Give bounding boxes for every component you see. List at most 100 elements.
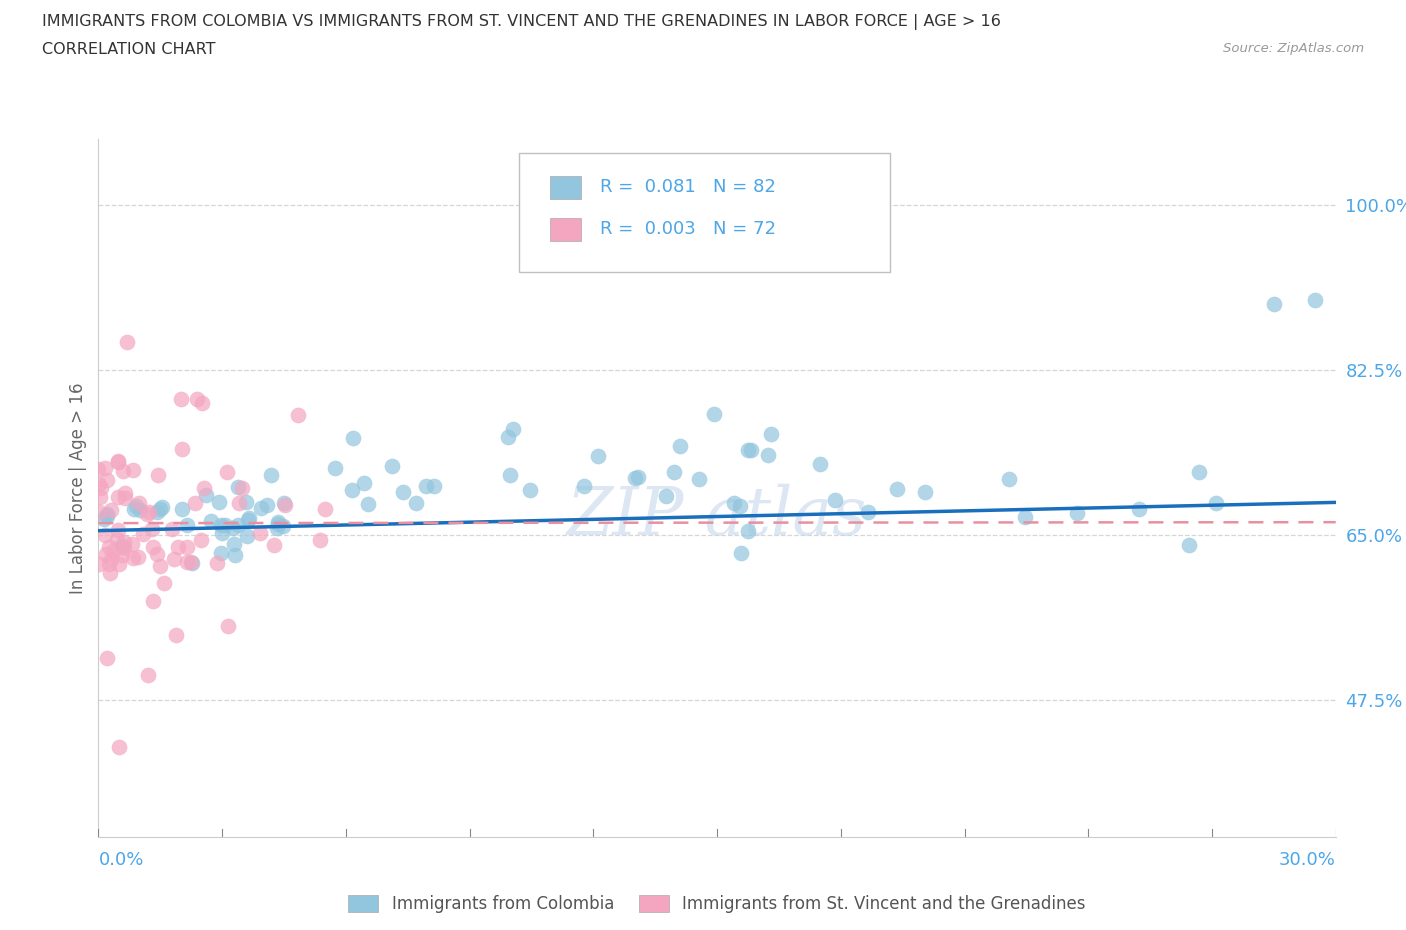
Point bbox=[228, 518, 250, 533]
Point bbox=[266, 521, 288, 536]
Point bbox=[112, 540, 135, 555]
Point bbox=[121, 462, 143, 477]
Point bbox=[205, 555, 228, 570]
Point bbox=[176, 540, 198, 555]
Point bbox=[357, 497, 380, 512]
Point bbox=[114, 490, 136, 505]
Point bbox=[627, 470, 650, 485]
Point bbox=[1205, 496, 1227, 511]
Point bbox=[723, 496, 745, 511]
Point bbox=[997, 472, 1019, 486]
Point bbox=[100, 502, 122, 517]
Point bbox=[499, 467, 522, 482]
Point bbox=[100, 551, 122, 566]
Point bbox=[688, 472, 710, 486]
Point bbox=[190, 533, 212, 548]
Point bbox=[662, 465, 685, 480]
Point bbox=[274, 498, 297, 512]
FancyBboxPatch shape bbox=[519, 153, 890, 272]
Point bbox=[127, 550, 149, 565]
Point bbox=[112, 463, 135, 478]
Point bbox=[759, 426, 782, 441]
Point bbox=[103, 542, 125, 557]
Point bbox=[138, 504, 160, 519]
Point bbox=[160, 522, 183, 537]
Text: IMMIGRANTS FROM COLOMBIA VS IMMIGRANTS FROM ST. VINCENT AND THE GRENADINES IN LA: IMMIGRANTS FROM COLOMBIA VS IMMIGRANTS F… bbox=[42, 14, 1001, 30]
Point bbox=[342, 431, 364, 445]
Point bbox=[260, 468, 283, 483]
Point bbox=[132, 526, 155, 541]
Point bbox=[1178, 538, 1201, 552]
Text: R =  0.081   N = 82: R = 0.081 N = 82 bbox=[599, 178, 775, 196]
Point bbox=[136, 668, 159, 683]
FancyBboxPatch shape bbox=[550, 218, 581, 241]
Point bbox=[146, 468, 169, 483]
Point bbox=[256, 498, 278, 512]
Point bbox=[117, 335, 139, 350]
Point bbox=[93, 512, 115, 526]
Point bbox=[1128, 501, 1150, 516]
Point bbox=[209, 546, 232, 561]
Point bbox=[96, 506, 118, 521]
Point bbox=[737, 443, 759, 458]
Point bbox=[149, 559, 172, 574]
Point bbox=[166, 539, 188, 554]
Point bbox=[111, 538, 134, 553]
Text: Source: ZipAtlas.com: Source: ZipAtlas.com bbox=[1223, 42, 1364, 55]
Point bbox=[886, 482, 908, 497]
Point bbox=[136, 507, 159, 522]
Point bbox=[623, 471, 645, 485]
Point bbox=[97, 556, 120, 571]
Point bbox=[266, 514, 288, 529]
Legend: Immigrants from Colombia, Immigrants from St. Vincent and the Grenadines: Immigrants from Colombia, Immigrants fro… bbox=[342, 888, 1092, 920]
Point bbox=[121, 537, 143, 551]
Point bbox=[125, 498, 148, 513]
Point bbox=[342, 483, 364, 498]
Point bbox=[176, 555, 198, 570]
Point bbox=[96, 650, 118, 665]
Y-axis label: In Labor Force | Age > 16: In Labor Force | Age > 16 bbox=[69, 382, 87, 594]
Point bbox=[165, 628, 187, 643]
Point bbox=[97, 539, 120, 554]
Point bbox=[415, 478, 437, 493]
Point bbox=[392, 485, 415, 499]
Point bbox=[669, 439, 692, 454]
Point bbox=[856, 505, 879, 520]
Point bbox=[730, 546, 752, 561]
Point bbox=[200, 513, 222, 528]
Point bbox=[217, 618, 239, 633]
Point bbox=[655, 488, 678, 503]
Point bbox=[107, 454, 129, 469]
Point bbox=[111, 548, 134, 563]
Point bbox=[208, 494, 231, 509]
Point bbox=[190, 396, 212, 411]
Text: R =  0.003   N = 72: R = 0.003 N = 72 bbox=[599, 219, 776, 238]
Point bbox=[94, 460, 117, 475]
Point bbox=[273, 496, 295, 511]
Point bbox=[180, 554, 202, 569]
Point bbox=[89, 490, 111, 505]
Point bbox=[209, 518, 232, 533]
Point bbox=[214, 518, 236, 533]
Point bbox=[314, 502, 336, 517]
Point bbox=[94, 528, 117, 543]
Point bbox=[128, 496, 150, 511]
Point bbox=[183, 496, 205, 511]
Point bbox=[215, 464, 238, 479]
Point bbox=[107, 489, 129, 504]
Point bbox=[87, 477, 110, 492]
Point bbox=[107, 522, 129, 537]
Point bbox=[502, 421, 524, 436]
Point bbox=[271, 518, 294, 533]
Point bbox=[323, 460, 346, 475]
Point bbox=[250, 501, 273, 516]
Point bbox=[122, 551, 145, 565]
Point bbox=[128, 503, 150, 518]
Point bbox=[808, 457, 831, 472]
Point bbox=[1263, 297, 1285, 312]
Point bbox=[87, 557, 110, 572]
Text: 30.0%: 30.0% bbox=[1279, 851, 1336, 869]
Point bbox=[228, 496, 250, 511]
Point bbox=[287, 407, 309, 422]
Point bbox=[756, 447, 779, 462]
